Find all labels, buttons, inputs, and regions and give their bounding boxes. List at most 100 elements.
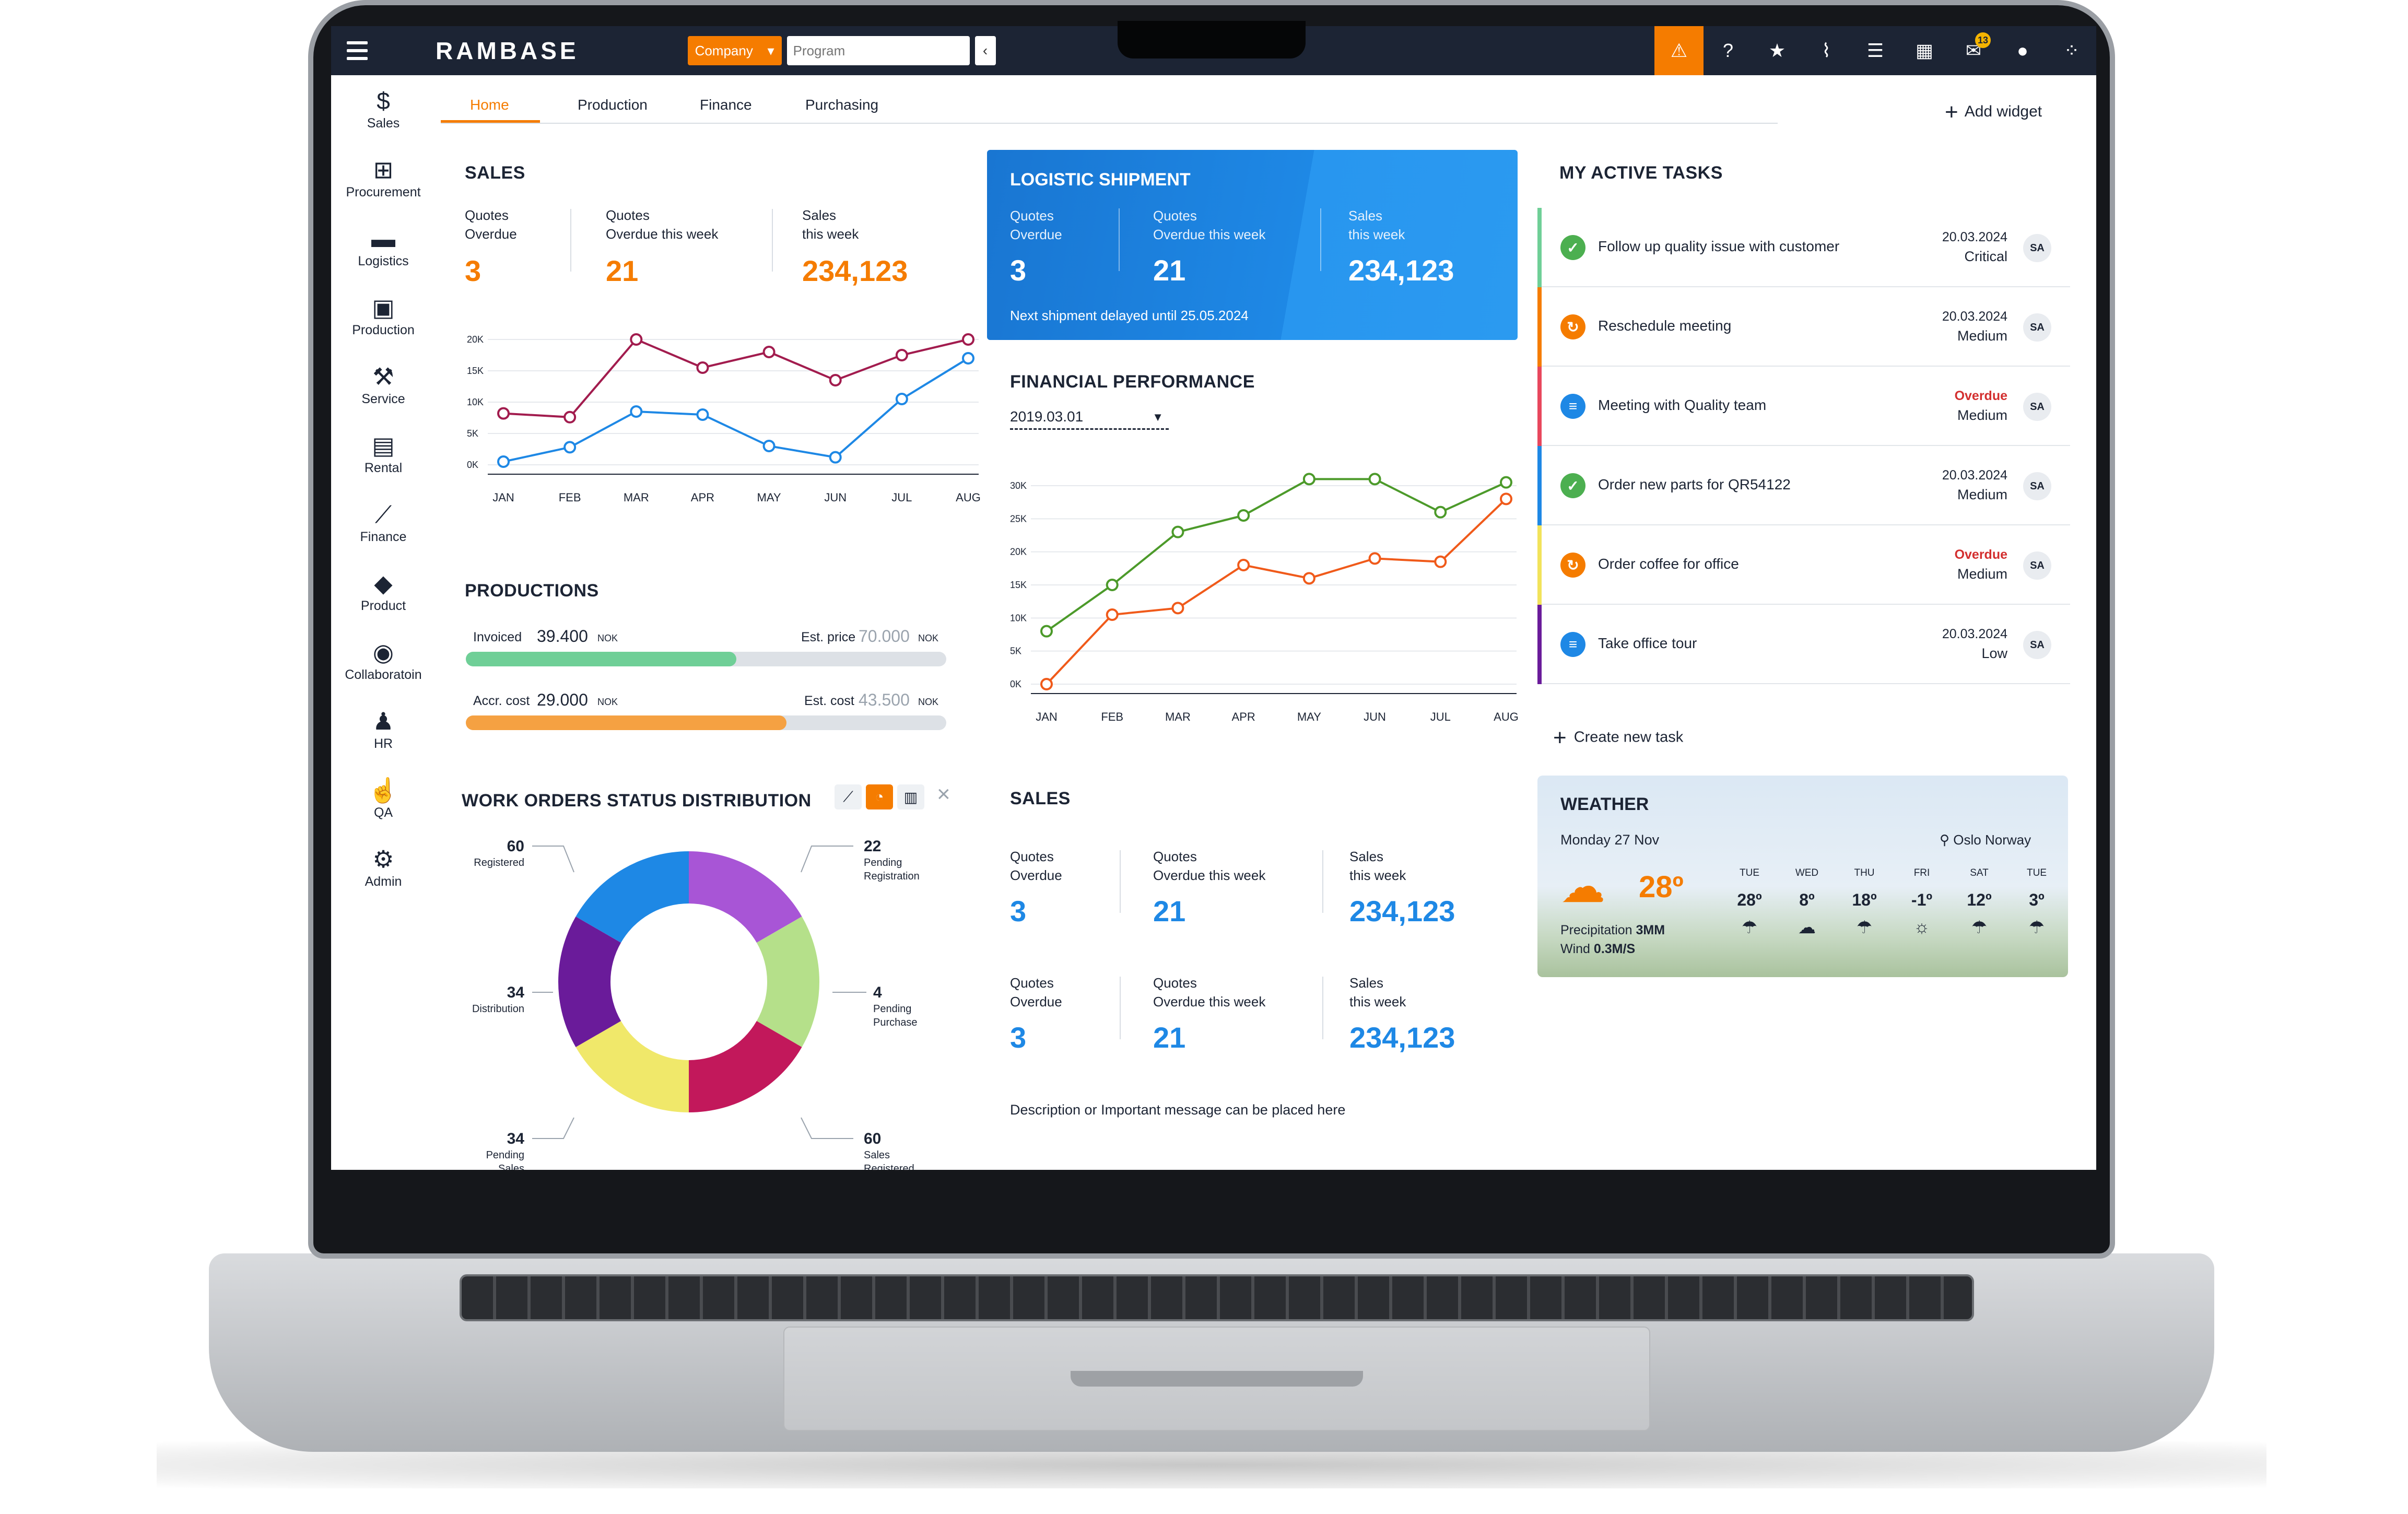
data-point[interactable] bbox=[696, 408, 709, 421]
data-point[interactable] bbox=[497, 455, 510, 468]
sidebar-item-product[interactable]: ◆ Product bbox=[331, 568, 436, 614]
menu-icon[interactable] bbox=[331, 26, 383, 75]
sidebar-item-collaboration[interactable]: ◉ Collaboratoin bbox=[331, 637, 436, 683]
list-icon[interactable]: ☰ bbox=[1866, 40, 1884, 61]
sidebar-item-production[interactable]: ▣ Production bbox=[331, 292, 436, 338]
data-point[interactable] bbox=[1368, 473, 1381, 486]
avatar[interactable]: SA bbox=[2023, 472, 2051, 500]
task-status-icon[interactable]: ✓ bbox=[1560, 235, 1585, 260]
data-point[interactable] bbox=[1237, 509, 1250, 522]
data-point[interactable] bbox=[1040, 625, 1053, 638]
donut-slice[interactable] bbox=[558, 917, 621, 1047]
data-point[interactable] bbox=[1368, 552, 1381, 565]
logistic-shipment-card[interactable]: LOGISTIC SHIPMENT Quotes Overdue 3 Quotes… bbox=[987, 150, 1518, 340]
avatar[interactable]: SA bbox=[2023, 234, 2051, 262]
company-select[interactable]: Company ▾ bbox=[687, 36, 782, 65]
data-point[interactable] bbox=[1302, 572, 1315, 585]
help-icon[interactable]: ? bbox=[1722, 40, 1734, 61]
avatar[interactable]: SA bbox=[2023, 313, 2051, 342]
app-screen: RAMBASE Company ▾ ‹ ⚠ ? ★ ⌇ ☰ ▦ ✉13 ● ⁘ … bbox=[331, 26, 2096, 1170]
task-item[interactable]: ≡ Take office tour 20.03.2024 Low SA bbox=[1537, 605, 2070, 684]
data-point[interactable] bbox=[829, 374, 842, 386]
data-point[interactable] bbox=[1106, 608, 1119, 621]
task-status-icon[interactable]: ↻ bbox=[1560, 553, 1585, 578]
data-point[interactable] bbox=[1302, 473, 1315, 486]
donut-slice[interactable] bbox=[756, 917, 819, 1047]
data-point[interactable] bbox=[1500, 492, 1512, 506]
data-point[interactable] bbox=[1500, 476, 1512, 489]
caret-down-icon: ▼ bbox=[1152, 410, 1164, 424]
donut-slice[interactable] bbox=[575, 1021, 689, 1112]
x-tick-label: MAY bbox=[757, 491, 781, 504]
task-status-icon[interactable]: ≡ bbox=[1560, 632, 1585, 657]
program-input[interactable] bbox=[786, 36, 970, 65]
sidebar-item-sales[interactable]: $ Sales bbox=[331, 86, 436, 131]
avatar[interactable]: SA bbox=[2023, 393, 2051, 421]
data-point[interactable] bbox=[1106, 579, 1119, 591]
data-point[interactable] bbox=[1171, 602, 1184, 615]
mail-icon[interactable]: ✉ 13 bbox=[1949, 26, 1998, 75]
data-point[interactable] bbox=[1040, 678, 1053, 690]
donut-slice[interactable] bbox=[575, 851, 689, 943]
add-widget-button[interactable]: + Add widget bbox=[1945, 99, 2042, 125]
task-item[interactable]: ✓ Order new parts for QR54122 20.03.2024 Me… bbox=[1537, 446, 2070, 525]
forecast-day: FRI -1º ☼ bbox=[1901, 867, 1943, 937]
star-icon[interactable]: ★ bbox=[1768, 40, 1786, 61]
data-point[interactable] bbox=[1237, 559, 1250, 571]
data-point[interactable] bbox=[1434, 506, 1447, 519]
line-chart-icon[interactable]: ⟋ bbox=[835, 784, 862, 809]
slice-value-label: 34 bbox=[507, 984, 525, 1001]
tab-production[interactable]: Production bbox=[578, 97, 648, 113]
tab-purchasing[interactable]: Purchasing bbox=[805, 97, 879, 113]
avatar[interactable]: SA bbox=[2023, 551, 2051, 580]
donut-slice[interactable] bbox=[689, 851, 802, 943]
user-icon[interactable]: ● bbox=[2017, 40, 2028, 61]
bar-chart-icon[interactable]: ▥ bbox=[897, 784, 924, 809]
data-point[interactable] bbox=[962, 333, 974, 346]
task-status-icon[interactable]: ≡ bbox=[1560, 394, 1585, 419]
data-point[interactable] bbox=[962, 352, 974, 365]
data-point[interactable] bbox=[497, 407, 510, 420]
data-point[interactable] bbox=[630, 333, 643, 346]
task-status-icon[interactable]: ✓ bbox=[1560, 473, 1585, 498]
data-point[interactable] bbox=[895, 393, 908, 405]
sidebar-item-qa[interactable]: ☝ QA bbox=[331, 775, 436, 820]
sidebar-item-service[interactable]: ⚒ Service bbox=[331, 361, 436, 407]
pie-chart-icon[interactable]: ◔ bbox=[866, 784, 893, 809]
data-point[interactable] bbox=[762, 346, 776, 358]
sidebar-item-admin[interactable]: ⚙ Admin bbox=[331, 844, 436, 889]
data-point[interactable] bbox=[696, 361, 709, 374]
data-point[interactable] bbox=[1434, 555, 1447, 568]
apps-grid-icon[interactable]: ⁘ bbox=[2063, 40, 2080, 61]
warning-icon[interactable]: ⚠ bbox=[1654, 26, 1704, 75]
tab-home[interactable]: Home bbox=[470, 97, 509, 113]
sidebar-item-logistics[interactable]: ▬ Logistics bbox=[331, 224, 436, 269]
tab-finance[interactable]: Finance bbox=[700, 97, 752, 113]
task-item[interactable]: ≡ Meeting with Quality team Overdue Medium S… bbox=[1537, 367, 2070, 446]
paperclip-icon[interactable]: ⌇ bbox=[1822, 40, 1831, 61]
task-status-icon[interactable]: ↻ bbox=[1560, 314, 1585, 339]
task-item[interactable]: ↻ Reschedule meeting 20.03.2024 Medium SA bbox=[1537, 287, 2070, 367]
calendar-icon[interactable]: ▦ bbox=[1915, 40, 1933, 61]
data-point[interactable] bbox=[1171, 525, 1184, 538]
date-select[interactable]: 2019.03.01 ▼ bbox=[1010, 408, 1169, 430]
data-point[interactable] bbox=[563, 410, 577, 424]
data-point[interactable] bbox=[630, 405, 643, 418]
task-item[interactable]: ✓ Follow up quality issue with customer 20… bbox=[1537, 208, 2070, 287]
donut-slice[interactable] bbox=[689, 1021, 802, 1112]
chevron-left-icon[interactable]: ‹ bbox=[974, 36, 996, 65]
task-item[interactable]: ↻ Order coffee for office Overdue Medium SA bbox=[1537, 525, 2070, 605]
sidebar-item-hr[interactable]: ♟ HR bbox=[331, 706, 436, 752]
x-tick-label: AUG bbox=[1494, 710, 1519, 723]
sidebar-item-rental[interactable]: ▤ Rental bbox=[331, 430, 436, 476]
create-task-button[interactable]: + Create new task bbox=[1553, 725, 1683, 751]
sidebar-item-finance[interactable]: ⟋ Finance bbox=[331, 499, 436, 545]
close-icon[interactable]: × bbox=[937, 781, 950, 807]
avatar[interactable]: SA bbox=[2023, 631, 2051, 659]
data-point[interactable] bbox=[895, 349, 908, 361]
kpi-divider bbox=[1119, 208, 1120, 271]
data-point[interactable] bbox=[829, 451, 842, 464]
data-point[interactable] bbox=[762, 440, 776, 452]
sidebar-item-procurement[interactable]: ⊞ Procurement bbox=[331, 155, 436, 200]
data-point[interactable] bbox=[563, 441, 577, 454]
